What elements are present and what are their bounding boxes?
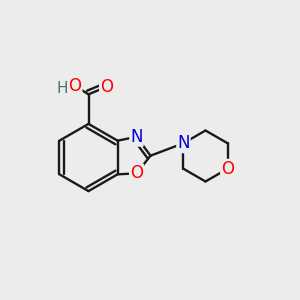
Text: O: O bbox=[68, 77, 82, 95]
Text: O: O bbox=[100, 78, 113, 96]
Text: O: O bbox=[221, 160, 234, 178]
Text: N: N bbox=[177, 134, 190, 152]
Text: O: O bbox=[130, 164, 143, 182]
Text: H: H bbox=[57, 81, 68, 96]
Text: N: N bbox=[130, 128, 143, 146]
